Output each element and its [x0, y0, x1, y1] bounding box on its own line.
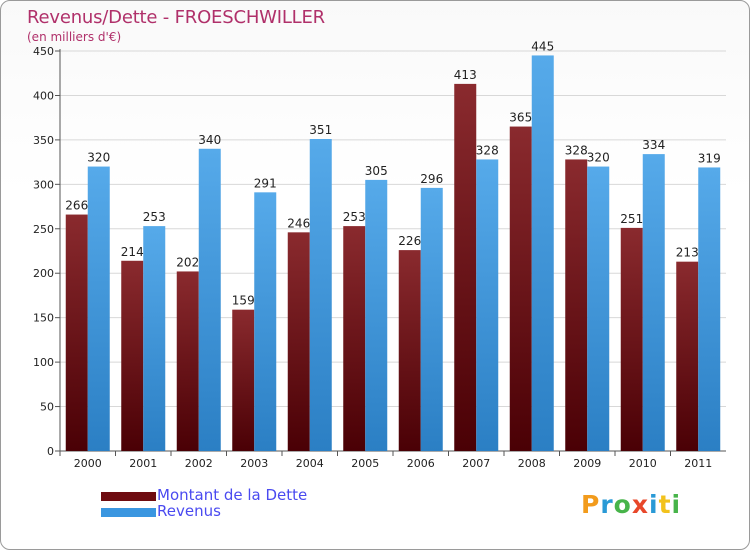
- y-tick-label: 450: [33, 45, 54, 58]
- legend-label-revenus: Revenus: [157, 502, 221, 520]
- logo-letter: r: [600, 490, 614, 519]
- x-tick-label: 2005: [351, 457, 379, 470]
- data-label-debt: 253: [343, 210, 366, 224]
- proxiti-logo: Proxiti: [581, 490, 681, 519]
- data-label-debt: 266: [65, 199, 88, 213]
- data-label-debt: 251: [620, 212, 643, 226]
- y-tick-label: 50: [40, 401, 54, 414]
- data-label-debt: 246: [287, 216, 310, 230]
- bar-debt: [620, 227, 643, 451]
- bar-revenus: [531, 55, 554, 451]
- data-label-revenus: 291: [254, 176, 277, 190]
- labels-group: 0 50 100 150 200 250 300 350 400 450 2000 266 320 200…: [33, 39, 721, 470]
- data-label-debt: 214: [121, 245, 144, 259]
- data-label-debt: 365: [509, 111, 532, 125]
- bar-revenus: [642, 154, 665, 451]
- bar-debt: [398, 250, 421, 451]
- x-tick-label: 2009: [573, 457, 601, 470]
- bar-debt: [176, 271, 199, 451]
- bars-group: [65, 55, 721, 452]
- data-label-debt: 226: [398, 234, 421, 248]
- data-label-revenus: 334: [642, 138, 665, 152]
- x-tick-label: 2010: [629, 457, 657, 470]
- bar-revenus: [198, 148, 221, 451]
- bar-revenus: [698, 167, 721, 451]
- data-label-revenus: 351: [309, 123, 332, 137]
- x-tick-label: 2008: [518, 457, 546, 470]
- bar-debt: [287, 232, 310, 451]
- x-tick-label: 2001: [129, 457, 157, 470]
- data-label-revenus: 296: [420, 172, 443, 186]
- bar-debt: [676, 261, 699, 451]
- bar-debt: [343, 226, 366, 451]
- bar-revenus: [254, 192, 277, 452]
- logo-letter: P: [581, 490, 601, 519]
- data-label-revenus: 319: [698, 151, 721, 165]
- data-label-revenus: 320: [587, 151, 610, 165]
- logo-letter: t: [658, 490, 672, 519]
- legend-label-debt: Montant de la Dette: [157, 486, 308, 504]
- logo-letter: i: [671, 490, 682, 519]
- bar-debt: [509, 126, 532, 452]
- bar-revenus: [309, 139, 332, 451]
- y-tick-label: 0: [47, 445, 54, 458]
- x-tick-label: 2004: [296, 457, 324, 470]
- y-tick-label: 100: [33, 356, 54, 369]
- x-tick-label: 2006: [407, 457, 435, 470]
- legend-swatch-revenus: [101, 508, 156, 517]
- bar-revenus: [87, 166, 110, 452]
- legend-swatch-debt: [101, 492, 156, 501]
- data-label-debt: 213: [676, 246, 699, 260]
- data-label-debt: 413: [454, 68, 477, 82]
- data-label-revenus: 305: [365, 164, 388, 178]
- data-label-debt: 202: [176, 255, 199, 269]
- data-label-revenus: 320: [87, 151, 110, 165]
- y-tick-label: 400: [33, 89, 54, 102]
- bar-debt: [65, 214, 88, 451]
- y-tick-label: 250: [33, 223, 54, 236]
- x-tick-label: 2003: [240, 457, 268, 470]
- data-label-revenus: 253: [143, 210, 166, 224]
- x-tick-label: 2007: [462, 457, 490, 470]
- x-tick-label: 2011: [684, 457, 712, 470]
- grid-lines: [60, 50, 726, 408]
- data-label-revenus: 445: [531, 39, 554, 53]
- logo-letter: x: [631, 490, 649, 519]
- bar-debt: [121, 260, 144, 451]
- logo-letter: o: [613, 490, 632, 519]
- bar-revenus: [587, 166, 610, 452]
- y-tick-label: 350: [33, 134, 54, 147]
- chart-title: Revenus/Dette - FROESCHWILLER: [27, 7, 325, 28]
- bar-debt: [454, 83, 477, 451]
- logo-letter: i: [649, 490, 659, 519]
- bar-revenus: [420, 187, 443, 451]
- y-tick-label: 150: [33, 312, 54, 325]
- y-tick-label: 200: [33, 267, 54, 280]
- data-label-revenus: 340: [198, 133, 221, 147]
- bar-revenus: [143, 226, 166, 451]
- data-label-debt: 328: [565, 143, 588, 157]
- bar-debt: [565, 159, 588, 451]
- x-tick-label: 2000: [74, 457, 102, 470]
- bar-debt: [232, 309, 255, 451]
- data-label-debt: 159: [232, 294, 255, 308]
- y-tick-label: 300: [33, 178, 54, 191]
- chart-subtitle: (en milliers d'€): [27, 30, 122, 44]
- data-label-revenus: 328: [476, 143, 499, 157]
- bar-revenus: [365, 179, 388, 451]
- x-tick-label: 2002: [185, 457, 213, 470]
- axes: [55, 49, 726, 456]
- bar-revenus: [476, 159, 499, 451]
